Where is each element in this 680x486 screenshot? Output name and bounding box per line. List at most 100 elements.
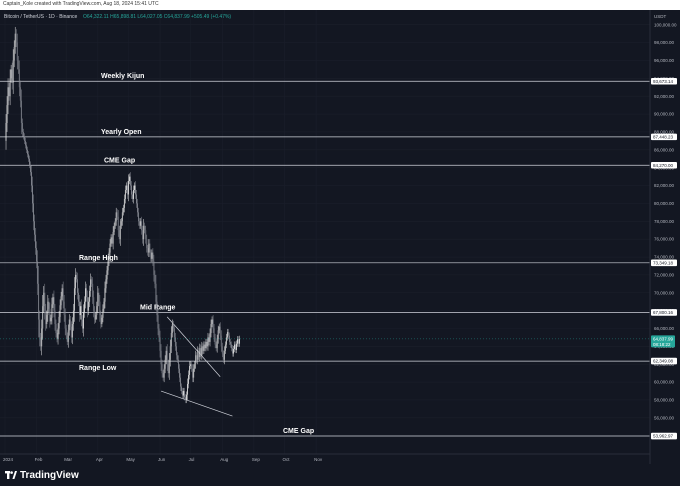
candle — [96, 306, 98, 316]
candle — [61, 288, 63, 297]
candle — [109, 243, 111, 253]
candle — [129, 176, 130, 182]
candle — [175, 346, 177, 356]
price-axis[interactable]: 54,000.0056,000.0058,000.0060,000.0062,0… — [654, 22, 677, 438]
candle — [174, 337, 176, 347]
candle — [185, 397, 186, 400]
candle — [28, 154, 29, 159]
time-tick-label: Jul — [189, 457, 195, 462]
candle — [173, 328, 175, 338]
candle — [99, 301, 101, 316]
candle — [160, 350, 162, 365]
candle — [111, 237, 113, 244]
candle — [229, 335, 230, 342]
candle — [89, 290, 91, 302]
candle — [130, 176, 131, 186]
candle — [124, 190, 126, 199]
candle — [23, 136, 25, 141]
candle — [72, 310, 74, 325]
candle — [77, 279, 78, 293]
candle — [48, 301, 50, 309]
time-tick-label: Aug — [220, 457, 229, 462]
candle — [219, 326, 221, 336]
candle — [44, 292, 46, 311]
candle — [88, 301, 90, 311]
candle — [165, 350, 167, 360]
candle — [59, 305, 61, 317]
tradingview-logo-icon — [5, 471, 17, 479]
candle — [70, 326, 72, 338]
candle — [110, 237, 112, 244]
candle — [92, 283, 94, 298]
price-tags: 93,673.14 87,448.23 84,270.00 73,349.18 67,8… — [0, 77, 677, 440]
candle — [33, 203, 34, 222]
candle — [37, 261, 39, 284]
candle — [55, 324, 57, 333]
candle — [205, 341, 207, 349]
candle — [100, 315, 102, 325]
time-tick-label: Oct — [282, 457, 290, 462]
candle — [183, 391, 184, 396]
candle — [84, 301, 85, 313]
candle — [26, 145, 27, 150]
time-axis[interactable]: 2024 Feb Mar Apr May Jun Jul Aug Sep Oct Nov — [3, 457, 323, 462]
candle — [211, 319, 213, 325]
candle — [116, 212, 118, 217]
candle — [90, 279, 92, 291]
candle — [142, 230, 144, 240]
level-price-tag — [651, 357, 677, 365]
tradingview-brand[interactable]: TradingView — [20, 470, 79, 481]
candle — [122, 207, 124, 213]
candle — [103, 301, 105, 309]
candle — [166, 350, 168, 365]
candle — [21, 123, 23, 132]
candle — [63, 301, 65, 316]
candle — [239, 338, 240, 344]
candle — [223, 350, 225, 360]
candle — [56, 332, 58, 340]
candle — [108, 252, 110, 262]
price-tick-label: 70,000.00 — [654, 290, 675, 295]
candle — [13, 47, 15, 61]
candle — [145, 230, 147, 240]
candle — [123, 198, 125, 208]
candle — [148, 243, 150, 253]
candle — [32, 185, 33, 204]
candle — [138, 212, 140, 222]
candle — [115, 212, 117, 222]
candle — [76, 274, 77, 280]
candle — [118, 230, 120, 240]
candle — [78, 292, 79, 302]
level-price-tag — [651, 133, 677, 141]
price-tick-label: 76,000.00 — [654, 237, 675, 242]
candle — [104, 288, 106, 302]
candle — [221, 346, 223, 354]
currency-label: USDT — [654, 14, 667, 19]
candle — [186, 394, 187, 400]
candle — [29, 158, 30, 165]
candle — [131, 185, 132, 195]
candle — [213, 328, 215, 338]
level-label: CME Gap — [104, 157, 135, 164]
candle — [203, 344, 205, 351]
candle — [194, 364, 196, 369]
candle — [117, 216, 119, 231]
candle — [17, 60, 19, 70]
price-tick-label: 82,000.00 — [654, 183, 675, 188]
level-price-tag — [651, 259, 677, 267]
candle — [215, 344, 217, 349]
price-chart[interactable]: Weekly Kijun Yearly Open CME Gap Range High… — [0, 10, 680, 464]
candle — [68, 319, 70, 331]
candle — [113, 225, 115, 232]
candle — [169, 346, 171, 360]
candle — [71, 324, 73, 338]
candle — [158, 328, 160, 338]
candle — [132, 194, 133, 199]
candle — [222, 353, 224, 360]
candle — [62, 288, 64, 302]
wedge-lower-line — [160, 390, 233, 417]
candle — [234, 344, 235, 350]
candle — [220, 335, 222, 347]
candle — [172, 324, 174, 329]
candle — [212, 319, 214, 329]
